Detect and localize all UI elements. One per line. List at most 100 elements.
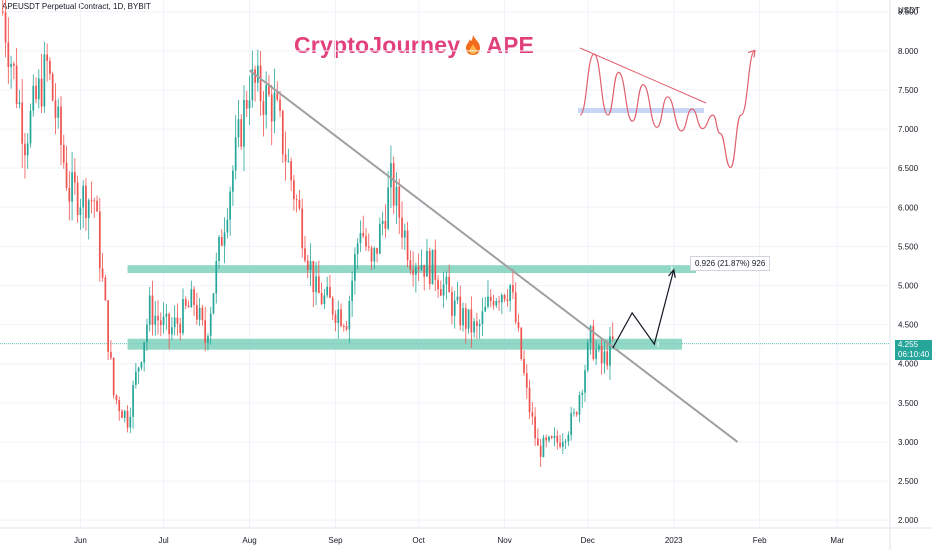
candle — [126, 405, 129, 433]
candle-body — [406, 230, 409, 261]
candle — [564, 438, 567, 450]
candle — [218, 234, 220, 269]
candle-body — [90, 200, 93, 202]
candle-body — [279, 99, 281, 111]
candle — [49, 57, 51, 80]
candle — [329, 274, 331, 299]
candle-body — [337, 309, 340, 323]
candle — [24, 132, 26, 179]
candle — [331, 295, 334, 321]
candle — [345, 320, 348, 331]
candle — [176, 303, 179, 336]
candle — [165, 303, 168, 330]
candle-body — [26, 143, 29, 156]
candle-body — [173, 317, 176, 328]
candle-body — [223, 232, 226, 246]
candle-body — [281, 110, 284, 155]
candle-body — [98, 211, 101, 269]
trendline-layer — [248, 69, 739, 443]
candle — [348, 295, 351, 344]
candle-body — [534, 416, 536, 439]
candle-body — [523, 359, 525, 374]
candle-body — [409, 260, 412, 270]
candle — [232, 165, 234, 206]
candle-body — [398, 186, 401, 218]
candle-body — [456, 296, 459, 301]
candle — [509, 283, 512, 312]
flame-icon — [464, 34, 482, 56]
price-tick-label: 4.000 — [898, 360, 919, 369]
candle — [409, 250, 412, 275]
candle-body — [548, 436, 550, 441]
candle-body — [575, 412, 578, 415]
price-tick-label: 2.000 — [898, 516, 919, 525]
candle — [415, 262, 417, 293]
candle-body — [276, 92, 279, 100]
candle — [550, 435, 553, 440]
candle — [98, 197, 101, 282]
candle-body — [112, 357, 115, 396]
candle — [356, 238, 359, 270]
candle — [514, 282, 517, 325]
symbol-header[interactable]: APEUSDT Perpetual Contract, 1D, BYBIT — [2, 2, 151, 11]
candle-body — [561, 442, 564, 447]
candle — [60, 96, 62, 165]
candle-body — [470, 309, 473, 333]
candle — [367, 233, 370, 252]
candle-body — [381, 220, 384, 225]
candle-body — [367, 246, 370, 248]
candle — [240, 114, 243, 150]
time-tick-label: Dec — [581, 536, 595, 545]
candle — [279, 90, 281, 117]
inset-trendline — [579, 47, 707, 104]
candle-body — [126, 410, 129, 428]
candle-body — [262, 101, 265, 115]
time-axis: Jun Jul Aug Sep Oct Nov Dec 2023 Feb Mar — [0, 527, 932, 545]
candle — [484, 297, 487, 313]
candle — [306, 254, 309, 279]
candle-body — [85, 185, 87, 219]
candle — [173, 305, 176, 336]
candle — [517, 313, 520, 332]
candle — [132, 380, 134, 429]
candle — [18, 89, 21, 109]
candle-body — [434, 249, 437, 280]
candle-body — [220, 236, 223, 246]
candle — [448, 264, 451, 293]
candle — [215, 252, 218, 304]
candle — [96, 195, 98, 212]
price-tick-label: 3.500 — [898, 399, 919, 408]
candle — [118, 396, 121, 421]
candle-body — [531, 412, 534, 417]
candle — [198, 298, 201, 327]
candle-body — [537, 438, 539, 446]
candle — [115, 394, 118, 405]
candle — [101, 253, 104, 282]
measure-label[interactable]: 0.926 (21.87%) 926 — [690, 256, 771, 271]
candle-body — [611, 336, 614, 339]
candle — [262, 90, 265, 137]
candle — [312, 260, 315, 308]
candle-body — [500, 294, 503, 303]
candle-body — [49, 60, 51, 74]
candle — [212, 292, 215, 315]
candle-body — [495, 300, 498, 306]
candle — [57, 98, 60, 129]
current-price-value: 4.255 — [898, 340, 919, 349]
candle — [354, 247, 356, 295]
candle-body — [384, 220, 387, 229]
candle — [154, 300, 157, 336]
candle-body — [506, 299, 509, 302]
candle-body — [162, 316, 165, 326]
candle-body — [107, 300, 109, 352]
candle — [237, 99, 240, 148]
candle-body — [115, 395, 118, 401]
candle — [381, 211, 384, 236]
candle-body — [232, 170, 234, 192]
candle — [373, 246, 376, 270]
candle-body — [134, 371, 137, 385]
candle — [470, 296, 473, 348]
current-price-label[interactable]: 4.255 06:10:40 — [895, 340, 932, 360]
candle-body — [539, 445, 542, 457]
